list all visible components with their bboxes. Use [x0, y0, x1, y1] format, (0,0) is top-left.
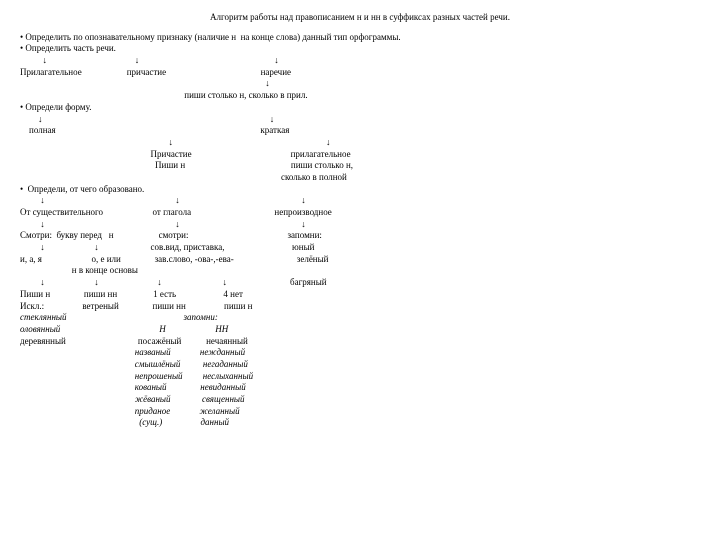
- letters-row-b: н в конце основы: [20, 265, 700, 277]
- rule-1: • Определить по опознавательному признак…: [20, 32, 700, 44]
- mem-1: названый нежданный: [20, 347, 700, 359]
- pos-row: Прилагательное причастие наречие: [20, 67, 700, 79]
- sub-arrows: ↓ ↓ сов.вид, приставка, юный: [20, 242, 700, 254]
- arrows-1: ↓ ↓ ↓: [20, 55, 700, 67]
- title: Алгоритм работы над правописанием н и нн…: [20, 12, 700, 24]
- excl-3: деревянный посажёный нечаянный: [20, 336, 700, 348]
- form-row: полная краткая: [20, 125, 700, 137]
- excl-1: стеклянный запомни:: [20, 312, 700, 324]
- derived-row: От существительного от глагола непроизво…: [20, 207, 700, 219]
- arrows-2: ↓ ↓: [20, 137, 700, 149]
- mem-6: приданое желанный: [20, 406, 700, 418]
- mem-3: непрошеный неслыханный: [20, 371, 700, 383]
- participle-adj: Причастие прилагательное: [20, 149, 700, 161]
- rule-3: • Определи форму.: [20, 102, 700, 114]
- mem-5: жёваный священный: [20, 394, 700, 406]
- write-n-cont: сколько в полной: [20, 172, 700, 184]
- mem-2: смышлёный негаданный: [20, 359, 700, 371]
- arrow-adverb: ↓: [20, 78, 700, 90]
- write-n: Пиши н пиши столько н,: [20, 160, 700, 172]
- arrows-3: ↓ ↓ ↓: [20, 195, 700, 207]
- mem-7: (сущ.) данный: [20, 417, 700, 429]
- arrows-4: ↓ ↓ ↓: [20, 219, 700, 231]
- mem-4: кованый невиданный: [20, 382, 700, 394]
- excl-row: Искл.: ветреный пиши нн пиши н: [20, 301, 700, 313]
- rule-2: • Определить часть речи.: [20, 43, 700, 55]
- arrows-5: ↓ ↓ ↓ ↓ багряный: [20, 277, 700, 289]
- excl-2: оловянный Н НН: [20, 324, 700, 336]
- check-row: Смотри: букву перед н смотри: запомни:: [20, 230, 700, 242]
- adverb-rule: пиши столько н, сколько в прил.: [20, 90, 700, 102]
- arrows-form: ↓ ↓: [20, 114, 700, 126]
- letters-row: и, а, я о, е или зав.слово, -ова-,-ева- …: [20, 254, 700, 266]
- rule-4: • Определи, от чего образовано.: [20, 184, 700, 196]
- write-row: Пиши н пиши нн 1 есть 4 нет: [20, 289, 700, 301]
